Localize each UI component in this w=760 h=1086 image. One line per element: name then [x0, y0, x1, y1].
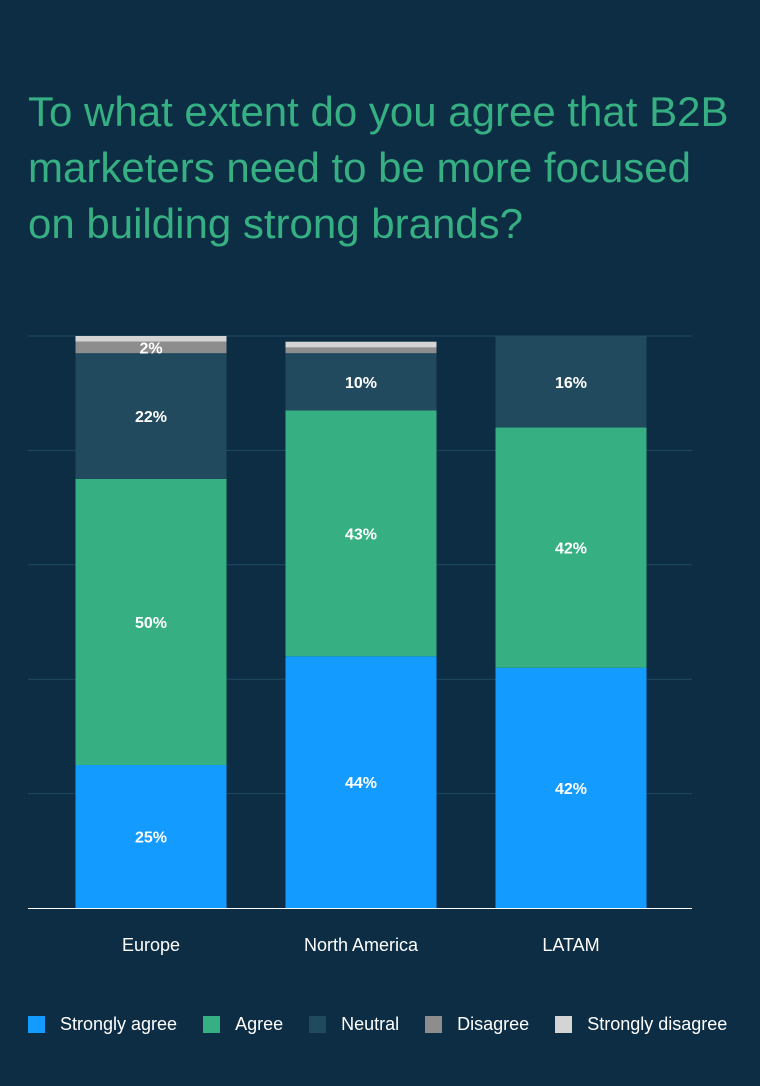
legend-swatch — [309, 1016, 327, 1033]
legend-label: Neutral — [341, 1014, 400, 1034]
bar-segment-strongly-agree — [495, 667, 647, 908]
data-label: 25% — [135, 830, 167, 847]
bar-segment-disagree — [75, 341, 227, 354]
legend-label: Disagree — [457, 1014, 530, 1034]
legend-item: Neutral — [309, 1014, 399, 1035]
legend-item: Disagree — [425, 1014, 529, 1035]
bar-segment-agree — [285, 410, 437, 657]
legend-swatch — [28, 1016, 45, 1033]
data-label: 44% — [345, 775, 377, 792]
chart-legend: Strongly agree Agree Neutral Disagree Strong… — [28, 1014, 760, 1035]
bar-segment-neutral — [75, 353, 227, 479]
data-label: 42% — [555, 781, 587, 798]
bar-segment-neutral — [495, 336, 647, 428]
bar-segment-agree — [495, 427, 647, 668]
legend-swatch — [203, 1016, 221, 1033]
legend-swatch — [555, 1016, 573, 1033]
bar-segment-strongly-disagree — [75, 336, 227, 342]
x-tick-label: Europe — [122, 935, 180, 955]
bar-segment-neutral — [285, 353, 437, 411]
data-label: 2% — [139, 340, 162, 357]
x-tick-label: North America — [304, 935, 419, 955]
legend-label: Strongly agree — [60, 1014, 178, 1034]
chart-title: To what extent do you agree that B2B mar… — [28, 88, 729, 247]
legend-item: Strongly agree — [28, 1014, 177, 1035]
legend-item: Strongly disagree — [555, 1014, 727, 1035]
stacked-bar-chart: 25% 50% 22% 2% Europe 44% 43% 10% North America 4… — [28, 335, 692, 955]
data-label: 43% — [345, 526, 377, 543]
legend-swatch — [425, 1016, 443, 1033]
data-label: 42% — [555, 541, 587, 558]
bar-segment-agree — [75, 479, 227, 765]
bar-segment-strongly-agree — [75, 765, 227, 908]
data-label: 16% — [555, 375, 587, 392]
legend-label: Strongly disagree — [587, 1014, 728, 1034]
bar-segment-disagree — [285, 347, 437, 354]
bar-segment-strongly-agree — [285, 656, 437, 908]
legend-item: Agree — [203, 1014, 283, 1035]
data-label: 50% — [135, 615, 167, 632]
legend-label: Agree — [235, 1014, 284, 1034]
data-label: 22% — [135, 409, 167, 426]
bar-segment-strongly-disagree — [285, 341, 437, 348]
data-label: 10% — [345, 375, 377, 392]
x-tick-label: LATAM — [542, 935, 599, 955]
